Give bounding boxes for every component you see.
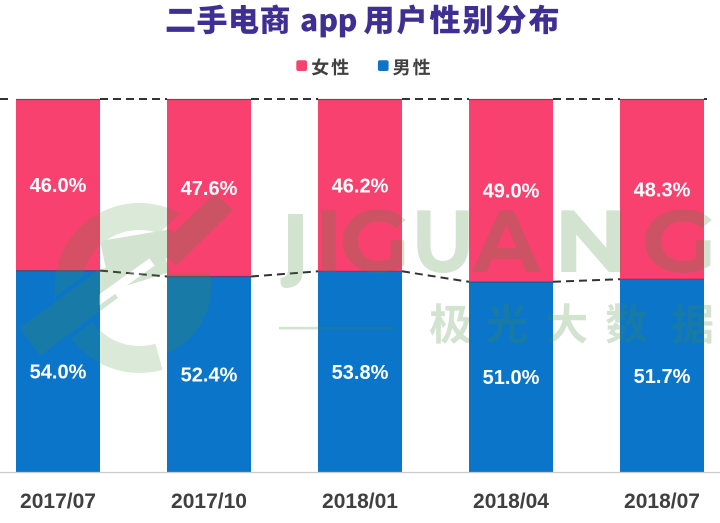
svg-text:53.8%: 53.8% <box>332 362 389 384</box>
svg-text:49.0%: 49.0% <box>483 181 540 203</box>
svg-text:2018/07: 2018/07 <box>624 490 700 513</box>
svg-text:52.4%: 52.4% <box>181 365 238 387</box>
svg-text:46.0%: 46.0% <box>30 175 87 197</box>
svg-text:48.3%: 48.3% <box>634 179 691 201</box>
svg-text:51.7%: 51.7% <box>634 366 691 388</box>
svg-text:2018/04: 2018/04 <box>473 490 549 513</box>
svg-text:46.2%: 46.2% <box>332 176 389 198</box>
svg-text:51.0%: 51.0% <box>483 367 540 389</box>
svg-text:2017/10: 2017/10 <box>171 490 247 513</box>
svg-text:47.6%: 47.6% <box>181 178 238 200</box>
svg-text:2018/01: 2018/01 <box>322 490 398 513</box>
svg-text:54.0%: 54.0% <box>30 362 87 384</box>
svg-text:2017/07: 2017/07 <box>20 490 96 513</box>
